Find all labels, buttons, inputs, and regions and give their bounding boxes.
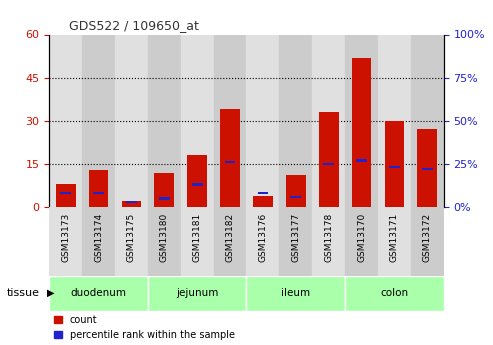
Bar bbox=[345, 207, 378, 276]
Bar bbox=[312, 207, 345, 276]
Bar bbox=[122, 201, 141, 207]
Bar bbox=[378, 207, 411, 276]
Legend: count, percentile rank within the sample: count, percentile rank within the sample bbox=[54, 315, 235, 340]
Bar bbox=[389, 166, 400, 168]
Bar bbox=[352, 58, 371, 207]
Text: duodenum: duodenum bbox=[70, 288, 127, 298]
Bar bbox=[181, 207, 213, 276]
Bar bbox=[257, 192, 268, 194]
Bar bbox=[411, 207, 444, 276]
Text: GSM13172: GSM13172 bbox=[423, 213, 432, 262]
Bar bbox=[154, 172, 174, 207]
Bar bbox=[385, 121, 404, 207]
Bar bbox=[286, 175, 306, 207]
Text: GSM13174: GSM13174 bbox=[94, 213, 103, 262]
Bar bbox=[253, 196, 273, 207]
Bar bbox=[312, 34, 345, 207]
Text: GDS522 / 109650_at: GDS522 / 109650_at bbox=[69, 19, 199, 32]
Text: GSM13170: GSM13170 bbox=[357, 213, 366, 262]
Bar bbox=[246, 207, 280, 276]
Bar bbox=[356, 159, 367, 161]
Bar bbox=[56, 184, 75, 207]
Bar bbox=[148, 34, 181, 207]
Bar bbox=[148, 207, 181, 276]
Text: GSM13177: GSM13177 bbox=[291, 213, 300, 262]
Bar bbox=[192, 184, 203, 186]
Bar bbox=[213, 34, 246, 207]
Text: GSM13173: GSM13173 bbox=[61, 213, 70, 262]
Text: GSM13175: GSM13175 bbox=[127, 213, 136, 262]
Bar bbox=[89, 170, 108, 207]
Bar bbox=[280, 34, 312, 207]
Text: ▶: ▶ bbox=[47, 288, 54, 298]
Bar bbox=[159, 197, 170, 199]
Text: GSM13171: GSM13171 bbox=[390, 213, 399, 262]
Bar bbox=[280, 207, 312, 276]
Bar bbox=[49, 34, 82, 207]
Bar bbox=[82, 207, 115, 276]
Bar bbox=[93, 192, 104, 194]
Bar bbox=[49, 207, 82, 276]
Bar bbox=[181, 34, 213, 207]
Text: jejunum: jejunum bbox=[176, 288, 218, 298]
Text: GSM13178: GSM13178 bbox=[324, 213, 333, 262]
Bar bbox=[115, 207, 148, 276]
Bar bbox=[411, 34, 444, 207]
Bar bbox=[345, 34, 378, 207]
Bar bbox=[148, 276, 246, 310]
Bar bbox=[378, 34, 411, 207]
Bar bbox=[319, 112, 339, 207]
Text: GSM13176: GSM13176 bbox=[258, 213, 267, 262]
Text: tissue: tissue bbox=[6, 288, 39, 298]
Bar bbox=[220, 109, 240, 207]
Text: GSM13180: GSM13180 bbox=[160, 213, 169, 262]
Bar bbox=[126, 201, 137, 203]
Bar bbox=[60, 192, 71, 194]
Bar bbox=[82, 34, 115, 207]
Bar bbox=[246, 276, 345, 310]
Text: GSM13181: GSM13181 bbox=[193, 213, 202, 262]
Bar bbox=[422, 168, 433, 170]
Bar bbox=[49, 276, 148, 310]
Bar bbox=[115, 34, 148, 207]
Text: GSM13182: GSM13182 bbox=[226, 213, 235, 262]
Text: colon: colon bbox=[380, 288, 409, 298]
Bar bbox=[345, 276, 444, 310]
Text: ileum: ileum bbox=[281, 288, 311, 298]
Bar bbox=[323, 163, 334, 165]
Bar bbox=[418, 129, 437, 207]
Bar bbox=[246, 34, 280, 207]
Bar bbox=[187, 155, 207, 207]
Bar bbox=[213, 207, 246, 276]
Bar bbox=[225, 161, 236, 163]
Bar bbox=[290, 196, 301, 198]
